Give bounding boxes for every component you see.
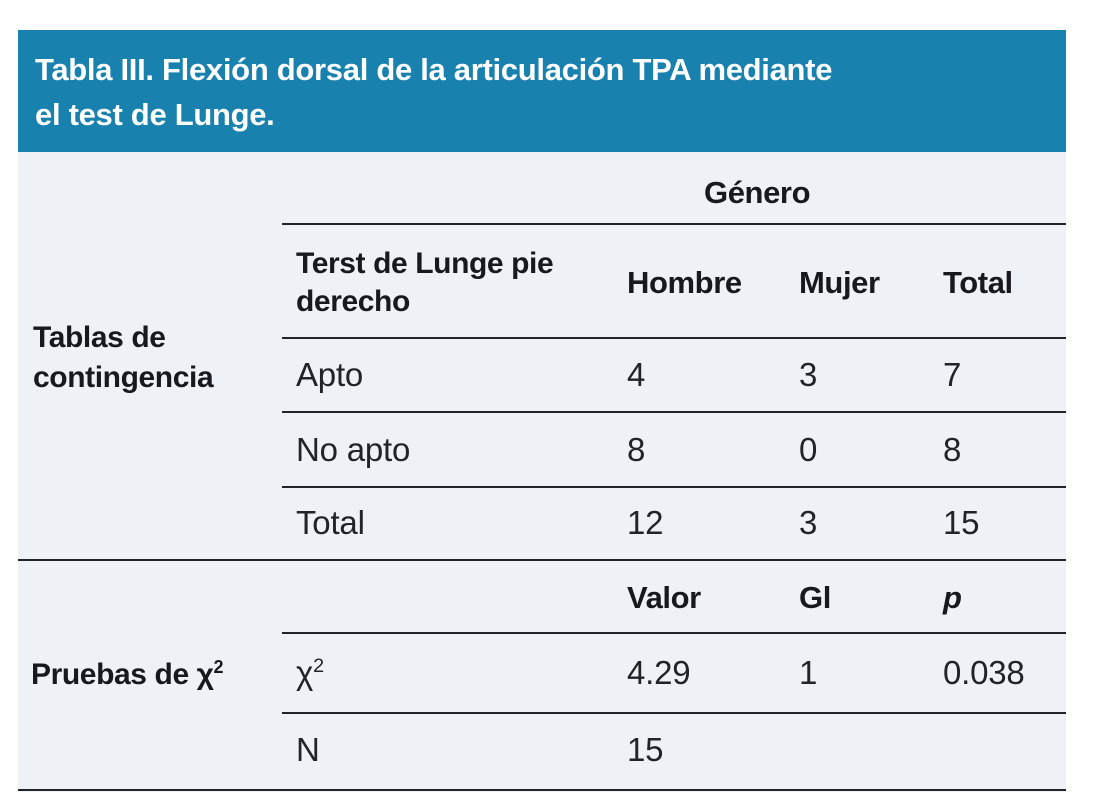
cell-apto-mujer: 3	[799, 356, 818, 393]
cell-apto-hombre: 4	[627, 356, 646, 393]
column-header-gl: Gl	[799, 580, 831, 615]
rule-table-bottom	[18, 789, 1066, 791]
section-label-pruebas-chi-text: Pruebas de χ	[31, 658, 214, 691]
row-label-chi2-text: χ	[296, 654, 314, 691]
cell-chi2-p: 0.038	[943, 654, 1025, 691]
cell-noapto-total: 8	[943, 431, 962, 468]
row-label-n-text: N	[296, 731, 320, 768]
table-title-banner: Tabla III. Flexión dorsal de la articula…	[18, 30, 1066, 152]
cell-n-valor: 15	[627, 731, 664, 768]
row-label-noapto: No apto	[296, 431, 411, 468]
cell-noapto-mujer: 0	[799, 431, 818, 468]
row-label-chi2: χ2	[296, 654, 324, 692]
row-label-totalrow: Total	[296, 504, 365, 541]
cell-chi2-gl: 1	[799, 654, 818, 691]
rule-under-apto-row	[282, 411, 1066, 413]
rule-section-divider	[18, 559, 1066, 561]
row-label-n: N	[296, 731, 320, 769]
table-title-line2: el test de Lunge.	[35, 97, 275, 132]
rule-under-genero	[282, 223, 1066, 225]
column-header-mujer: Mujer	[799, 265, 880, 300]
column-header-p: p	[943, 580, 962, 615]
column-header-valor: Valor	[627, 580, 701, 615]
rule-under-chi-row	[282, 712, 1066, 714]
cell-totalrow-hombre: 12	[627, 504, 664, 541]
rule-under-column-headers	[282, 337, 1066, 339]
rule-under-noapto-row	[282, 486, 1066, 488]
section-label-pruebas-chi: Pruebas de χ2	[31, 657, 224, 692]
cell-totalrow-total: 15	[943, 504, 980, 541]
cell-noapto-hombre: 8	[627, 431, 646, 468]
cell-chi2-valor: 4.29	[627, 654, 691, 691]
table-body: Tablas de contingencia Género Terst de L…	[18, 152, 1066, 792]
section-label-pruebas-chi-sup: 2	[213, 657, 224, 677]
cell-apto-total: 7	[943, 356, 962, 393]
table-title-line1: Tabla III. Flexión dorsal de la articula…	[35, 52, 833, 87]
column-header-test-lunge: Terst de Lunge pie derecho	[296, 247, 554, 318]
row-label-apto: Apto	[296, 356, 364, 393]
column-header-total: Total	[943, 265, 1013, 300]
column-header-hombre: Hombre	[627, 265, 742, 300]
cell-totalrow-mujer: 3	[799, 504, 818, 541]
rule-under-valor-headers	[282, 632, 1066, 634]
row-label-chi2-sup: 2	[313, 655, 324, 677]
section-label-contingencia: Tablas de contingencia	[33, 321, 214, 394]
group-header-genero: Género	[704, 175, 811, 210]
